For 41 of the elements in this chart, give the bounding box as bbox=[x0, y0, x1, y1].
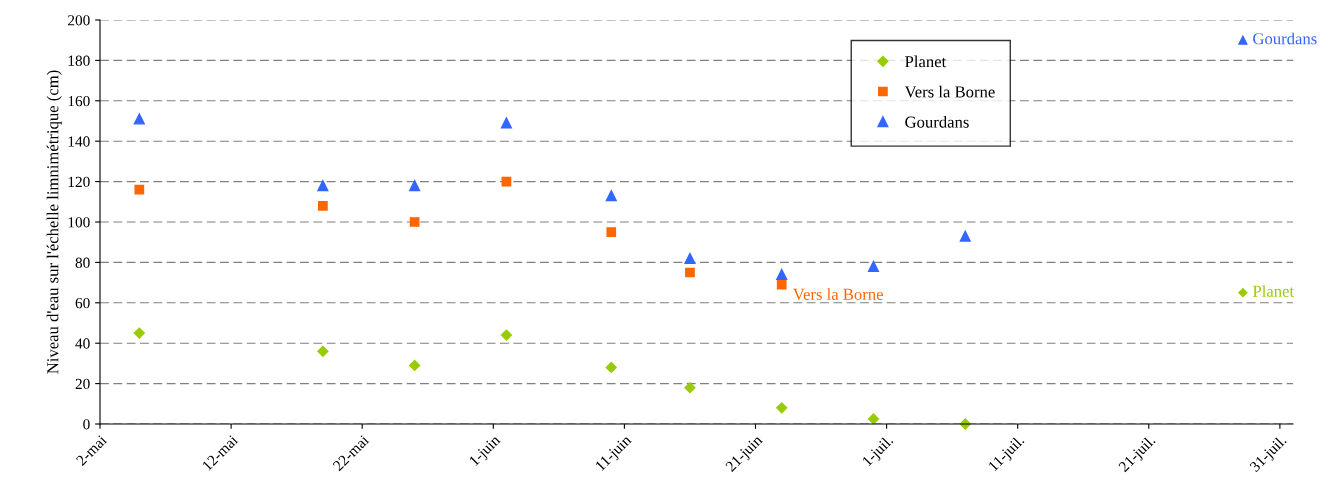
point bbox=[606, 227, 617, 237]
point bbox=[867, 260, 880, 272]
point bbox=[317, 345, 329, 357]
point bbox=[409, 217, 420, 227]
point bbox=[776, 279, 787, 290]
point bbox=[684, 252, 696, 264]
y-tick-label: 140 bbox=[68, 136, 90, 147]
point bbox=[318, 200, 328, 211]
annotation: Vers la Borne bbox=[793, 288, 883, 300]
y-tick-label: 100 bbox=[68, 217, 90, 228]
point bbox=[685, 267, 695, 278]
point bbox=[500, 117, 512, 129]
point bbox=[605, 190, 617, 202]
point bbox=[867, 413, 880, 425]
y-tick-label: 200 bbox=[68, 15, 90, 26]
y-tick-label: 40 bbox=[75, 338, 90, 349]
point bbox=[959, 230, 971, 242]
legend-label: Vers la Borne bbox=[904, 85, 995, 98]
annotation: Gourdans bbox=[1253, 32, 1317, 45]
point bbox=[133, 113, 145, 125]
point bbox=[409, 180, 421, 192]
point bbox=[134, 184, 145, 195]
point bbox=[776, 268, 788, 281]
y-tick-label: 180 bbox=[68, 55, 90, 66]
y-tick-label: 20 bbox=[75, 378, 90, 390]
y-axis-title: Niveau d'eau sur l'échelle limnimétrique (cm) bbox=[46, 70, 62, 374]
point bbox=[133, 327, 145, 339]
point bbox=[409, 359, 421, 372]
point bbox=[776, 402, 788, 414]
y-tick-label: 80 bbox=[75, 257, 90, 268]
point bbox=[500, 329, 513, 341]
point bbox=[684, 382, 696, 394]
point bbox=[605, 361, 617, 374]
y-tick-label: 120 bbox=[68, 176, 90, 188]
y-tick-label: 0 bbox=[83, 419, 90, 430]
legend-label: Gourdans bbox=[905, 115, 969, 128]
legend-label: Planet bbox=[905, 55, 947, 68]
y-tick-label: 60 bbox=[75, 297, 90, 309]
point bbox=[317, 180, 329, 192]
y-tick-label: 160 bbox=[68, 95, 90, 107]
annotation: Planet bbox=[1252, 285, 1294, 297]
